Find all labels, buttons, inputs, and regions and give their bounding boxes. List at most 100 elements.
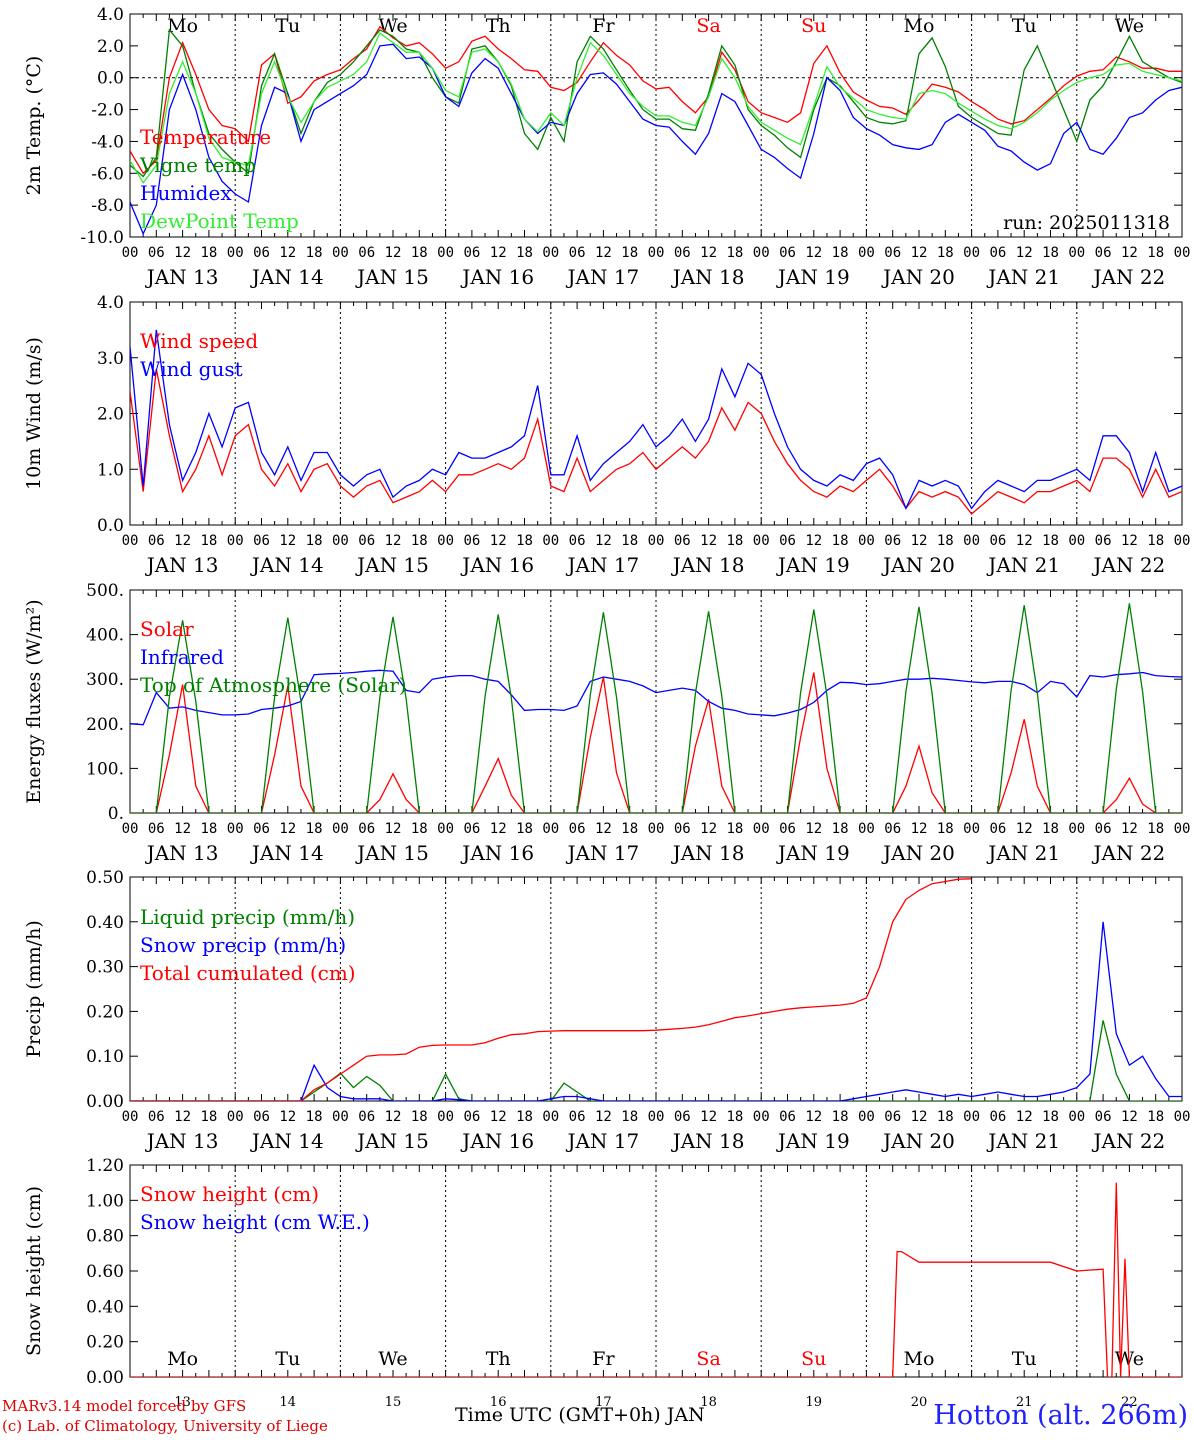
hour-label: 00 [332, 821, 349, 837]
date-label: JAN 18 [671, 1129, 745, 1153]
hour-label: 12 [700, 1109, 717, 1125]
hour-label: 06 [884, 1109, 901, 1125]
hour-label: 18 [1147, 1109, 1164, 1125]
hour-label: 12 [595, 533, 612, 549]
day-name: Th [486, 15, 511, 37]
date-label: JAN 14 [250, 1129, 324, 1153]
hour-label: 06 [884, 533, 901, 549]
series-line-infrared [130, 669, 1182, 726]
hour-label: 12 [805, 533, 822, 549]
hour-label: 18 [832, 533, 849, 549]
time-axis-label: Time UTC (GMT+0h) JAN [455, 1404, 705, 1426]
hour-label: 18 [832, 1109, 849, 1125]
hour-label: 18 [200, 245, 217, 261]
y-tick-label: 0.20 [86, 1002, 124, 1022]
hour-label: 12 [174, 1109, 191, 1125]
date-label: JAN 14 [250, 841, 324, 865]
hour-label: 00 [648, 821, 665, 837]
hour-label: 06 [148, 245, 165, 261]
hour-label: 12 [385, 533, 402, 549]
hour-label: 06 [569, 1109, 586, 1125]
hour-label: 00 [437, 1109, 454, 1125]
hour-label: 12 [700, 245, 717, 261]
date-label: JAN 19 [776, 265, 850, 289]
hour-label: 06 [463, 533, 480, 549]
date-label: JAN 19 [776, 553, 850, 577]
y-tick-label: 1.20 [86, 1156, 124, 1176]
day-name: Tu [1012, 15, 1037, 37]
y-tick-label: 2.0 [97, 405, 124, 425]
legend-entry: Liquid precip (mm/h) [140, 905, 355, 929]
panel-3: 500. 400. 300. 200. 100. 0. Energy fluxes (W/m… [23, 581, 1190, 865]
hour-label: 18 [726, 821, 743, 837]
date-label: JAN 16 [460, 553, 534, 577]
hour-label: 18 [411, 533, 428, 549]
hour-label: 00 [648, 245, 665, 261]
legend-entry: Wind gust [140, 357, 243, 381]
hour-label: 00 [437, 821, 454, 837]
day-number: 15 [385, 1395, 402, 1410]
hour-label: 18 [937, 245, 954, 261]
hour-label: 00 [437, 245, 454, 261]
hour-label: 18 [200, 1109, 217, 1125]
hour-label: 06 [253, 1109, 270, 1125]
day-name: We [378, 1348, 407, 1370]
hour-label: 18 [411, 821, 428, 837]
y-tick-label: -8.0 [91, 196, 124, 216]
hour-label: 12 [385, 821, 402, 837]
date-label: JAN 18 [671, 553, 745, 577]
legend-entry: Snow height (cm W.E.) [140, 1210, 370, 1234]
hour-label: 12 [700, 533, 717, 549]
date-label: JAN 19 [776, 841, 850, 865]
station-label: Hotton (alt. 266m) [933, 1400, 1188, 1431]
date-label: JAN 18 [671, 265, 745, 289]
day-name: Sa [696, 1348, 720, 1370]
hour-label: 12 [490, 533, 507, 549]
hour-label: 00 [858, 533, 875, 549]
hour-label: 12 [1121, 1109, 1138, 1125]
y-tick-label: 0.80 [86, 1227, 124, 1247]
hour-label: 12 [805, 245, 822, 261]
series-line-top-of-atmosphere-solar- [130, 603, 1182, 813]
y-tick-label: 0.60 [86, 1262, 124, 1282]
day-number: 13 [174, 1395, 191, 1410]
legend-entry: Vigne temp [139, 153, 256, 177]
y-tick-label: 4.0 [97, 293, 124, 313]
day-name: Mo [167, 15, 198, 37]
legend-entry: Temperature [140, 125, 271, 149]
hour-label: 12 [911, 1109, 928, 1125]
hour-label: 00 [542, 821, 559, 837]
y-tick-label: 1.00 [86, 1191, 124, 1211]
series-line-wind-gust [130, 329, 1182, 510]
hour-label: 06 [463, 821, 480, 837]
hour-label: 06 [358, 533, 375, 549]
hour-label: 18 [621, 821, 638, 837]
hour-label: 18 [411, 1109, 428, 1125]
panel-1: 4.0 2.0 0.0 -2.0 -4.0 -6.0 -8.0 -10.0 2m Temp. (… [23, 5, 1190, 289]
date-label: JAN 13 [145, 1129, 219, 1153]
hour-label: 12 [1016, 533, 1033, 549]
day-number: 14 [280, 1395, 297, 1410]
day-name: Tu [1012, 1348, 1037, 1370]
hour-label: 12 [1121, 821, 1138, 837]
y-tick-label: -6.0 [91, 164, 124, 184]
hour-label: 18 [832, 245, 849, 261]
series-line-humidex [130, 43, 1182, 236]
date-label: JAN 16 [460, 1129, 534, 1153]
date-label: JAN 17 [566, 265, 640, 289]
hour-label: 12 [595, 821, 612, 837]
hour-label: 12 [174, 245, 191, 261]
hour-label: 06 [253, 245, 270, 261]
legend-entry: Humidex [140, 181, 232, 205]
y-tick-label: 0.00 [86, 1092, 124, 1112]
hour-label: 06 [674, 1109, 691, 1125]
hour-label: 12 [595, 1109, 612, 1125]
hour-label: 18 [937, 533, 954, 549]
legend-entry: Total cumulated (cm) [140, 961, 356, 985]
date-label: JAN 16 [460, 841, 534, 865]
hour-label: 18 [1042, 821, 1059, 837]
hour-label: 18 [726, 1109, 743, 1125]
hour-label: 00 [1068, 533, 1085, 549]
y-tick-label: 4.0 [97, 5, 124, 25]
